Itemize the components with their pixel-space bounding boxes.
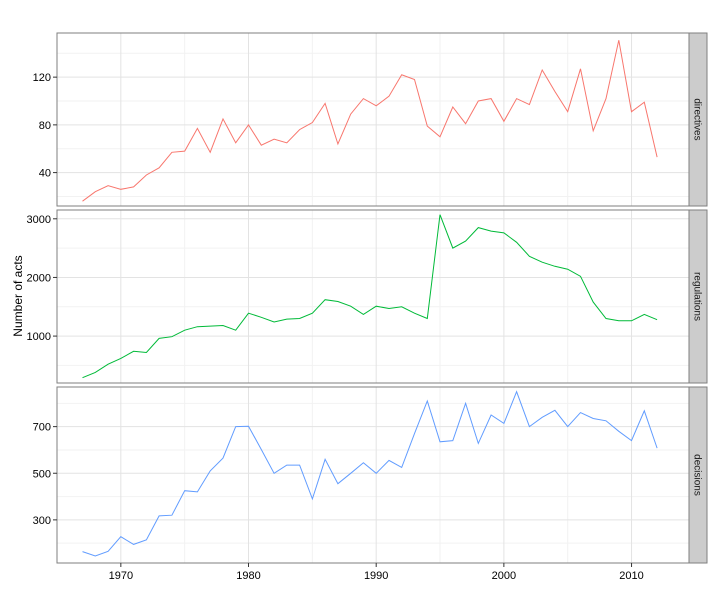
facet-strip — [688, 209, 708, 384]
x-tick-label: 1980 — [236, 570, 260, 582]
x-tick-label: 2000 — [492, 570, 516, 582]
facet-strip — [688, 386, 708, 564]
x-tick-label: 1990 — [364, 570, 388, 582]
y-tick-label: 500 — [33, 468, 51, 480]
panel-directives: 40 80 120 directives — [33, 32, 708, 207]
panel-decisions: 300 500 700 decisions — [33, 386, 708, 564]
facet-strip-label: regulations — [692, 272, 703, 321]
y-tick-label: 700 — [33, 422, 51, 434]
series-line-decisions — [82, 390, 658, 557]
x-axis: 1970 1980 1990 2000 2010 — [109, 563, 644, 582]
y-tick-label: 40 — [39, 168, 51, 180]
panel-regulations: 1000 2000 3000 regulations — [27, 209, 708, 384]
y-axis-title: Number of acts — [11, 255, 25, 336]
x-tick-label: 2010 — [619, 570, 643, 582]
panel-background — [57, 33, 689, 206]
y-tick-label: 3000 — [27, 214, 51, 226]
facet-panels: 40 80 120 directives 1000 2000 3000 regulations… — [27, 32, 708, 564]
series-line-directives — [82, 40, 658, 202]
panel-background — [57, 210, 689, 383]
x-tick-label: 1970 — [109, 570, 133, 582]
facet-strip-label: decisions — [692, 454, 703, 496]
facet-strip — [688, 32, 708, 207]
panel-background — [57, 387, 689, 563]
y-tick-label: 120 — [33, 72, 51, 84]
y-tick-label: 80 — [39, 120, 51, 132]
facet-strip-label: directives — [692, 98, 703, 140]
y-tick-label: 300 — [33, 515, 51, 527]
series-line-regulations — [82, 214, 658, 379]
y-tick-label: 2000 — [27, 272, 51, 284]
y-tick-label: 1000 — [27, 331, 51, 343]
